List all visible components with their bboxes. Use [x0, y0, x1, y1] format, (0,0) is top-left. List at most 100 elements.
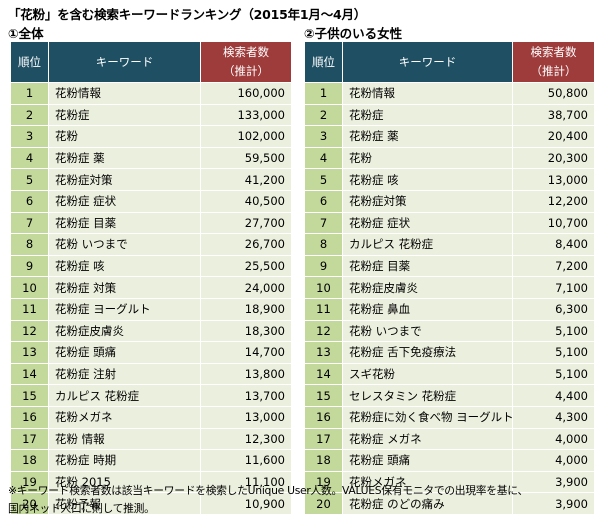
rank-cell: 15 — [304, 384, 343, 407]
table-row: 17 花粉症 メガネ 4,000 — [304, 427, 595, 451]
keyword-cell: 花粉症対策 — [342, 189, 513, 213]
count-cell: 41,200 — [200, 168, 292, 191]
ranking-table-mothers: 順位 キーワード 検索者数 （推計） 1 花粉情報 50,800 2 花粉症 38,700… — [304, 41, 595, 515]
count-cell: 8,400 — [512, 233, 595, 256]
count-cell: 133,000 — [200, 103, 292, 127]
rank-cell: 12 — [10, 319, 49, 343]
keyword-cell: 花粉症 ヨーグルト — [48, 297, 201, 321]
keyword-cell: 花粉 — [342, 146, 513, 170]
table-row: 12 花粉症皮膚炎 18,300 — [10, 319, 292, 343]
keyword-cell: 花粉メガネ — [48, 405, 201, 429]
table-row: 13 花粉症 頭痛 14,700 — [10, 341, 292, 364]
table-row: 5 花粉症対策 41,200 — [10, 168, 292, 191]
count-cell: 24,000 — [200, 276, 292, 299]
rank-cell: 1 — [10, 82, 49, 105]
keyword-cell: 花粉症 のどの痛み — [342, 492, 513, 515]
table-row: 11 花粉症 鼻血 6,300 — [304, 297, 595, 321]
rank-cell: 15 — [10, 384, 49, 407]
panel-title-overall: ①全体 — [8, 26, 44, 41]
count-cell: 5,100 — [512, 341, 595, 364]
keyword-cell: 花粉症 メガネ — [342, 427, 513, 451]
rank-cell: 4 — [304, 146, 343, 170]
count-cell: 13,000 — [200, 405, 292, 429]
keyword-cell: セレスタミン 花粉症 — [342, 384, 513, 407]
rank-cell: 16 — [10, 405, 49, 429]
rank-cell: 9 — [304, 254, 343, 278]
keyword-cell: 花粉症 症状 — [48, 189, 201, 213]
table-row: 20 花粉症 のどの痛み 3,900 — [304, 492, 595, 515]
table-row: 19 花粉 2015 11,100 — [10, 470, 292, 494]
count-cell: 7,100 — [512, 276, 595, 299]
keyword-cell: 花粉症 薬 — [342, 125, 513, 148]
count-cell: 40,500 — [200, 189, 292, 213]
rank-cell: 14 — [10, 362, 49, 386]
count-cell: 10,700 — [512, 211, 595, 235]
keyword-cell: 花粉症皮膚炎 — [342, 276, 513, 299]
table-row: 17 花粉 情報 12,300 — [10, 427, 292, 451]
count-cell: 13,700 — [200, 384, 292, 407]
keyword-cell: 花粉症 — [48, 103, 201, 127]
count-cell: 50,800 — [512, 82, 595, 105]
keyword-cell: 花粉 2015 — [48, 470, 201, 494]
table-row: 14 花粉症 注射 13,800 — [10, 362, 292, 386]
table-row: 10 花粉症皮膚炎 7,100 — [304, 276, 595, 299]
rank-cell: 5 — [304, 168, 343, 191]
table-row: 8 花粉 いつまで 26,700 — [10, 233, 292, 256]
count-cell: 27,700 — [200, 211, 292, 235]
keyword-cell: 花粉症 頭痛 — [342, 449, 513, 472]
rank-cell: 13 — [304, 341, 343, 364]
count-header: 検索者数 （推計） — [200, 41, 292, 83]
rank-cell: 2 — [304, 103, 343, 127]
keyword-cell: スギ花粉 — [342, 362, 513, 386]
count-cell: 12,300 — [200, 427, 292, 451]
keyword-header: キーワード — [48, 41, 201, 83]
table-row: 5 花粉症 咳 13,000 — [304, 168, 595, 191]
table-row: 6 花粉症対策 12,200 — [304, 189, 595, 213]
rank-header: 順位 — [10, 41, 49, 83]
keyword-cell: 花粉 いつまで — [342, 319, 513, 343]
rank-cell: 7 — [304, 211, 343, 235]
table-row: 7 花粉症 目薬 27,700 — [10, 211, 292, 235]
count-header-line1: 検索者数 — [223, 45, 269, 59]
rank-cell: 7 — [10, 211, 49, 235]
count-cell: 59,500 — [200, 146, 292, 170]
table-row: 16 花粉症に効く食べ物 ヨーグルト 4,300 — [304, 405, 595, 429]
keyword-cell: 花粉症 頭痛 — [48, 341, 201, 364]
table-row: 11 花粉症 ヨーグルト 18,900 — [10, 297, 292, 321]
rank-cell: 3 — [304, 125, 343, 148]
rank-cell: 6 — [10, 189, 49, 213]
table-row: 9 花粉症 咳 25,500 — [10, 254, 292, 278]
table-row: 18 花粉症 頭痛 4,000 — [304, 449, 595, 472]
rank-cell: 16 — [304, 405, 343, 429]
keyword-cell: 花粉情報 — [48, 82, 201, 105]
table-row: 7 花粉症 症状 10,700 — [304, 211, 595, 235]
rank-cell: 1 — [304, 82, 343, 105]
count-header-line2: （推計） — [530, 64, 577, 78]
footnote-line1: ※キーワード検索者数は該当キーワードを検索したUnique User人数。VAL… — [8, 484, 528, 497]
table-row: 20 花粉予報 10,900 — [10, 492, 292, 515]
keyword-cell: 花粉症 — [342, 103, 513, 127]
keyword-cell: 花粉症 咳 — [342, 168, 513, 191]
count-cell: 7,200 — [512, 254, 595, 278]
count-cell: 4,400 — [512, 384, 595, 407]
rank-cell: 18 — [10, 449, 49, 472]
table-row: 3 花粉 102,000 — [10, 125, 292, 148]
table-row: 9 花粉症 目薬 7,200 — [304, 254, 595, 278]
keyword-cell: 花粉情報 — [342, 82, 513, 105]
count-cell: 11,600 — [200, 449, 292, 472]
keyword-cell: 花粉症 目薬 — [48, 211, 201, 235]
page-title: 「花粉」を含む検索キーワードランキング（2015年1月～4月） — [8, 7, 367, 22]
keyword-header: キーワード — [342, 41, 513, 83]
table-row: 14 スギ花粉 5,100 — [304, 362, 595, 386]
keyword-cell: 花粉 いつまで — [48, 233, 201, 256]
panel-title-mothers: ②子供のいる女性 — [304, 26, 403, 41]
count-cell: 5,100 — [512, 362, 595, 386]
count-cell: 160,000 — [200, 82, 292, 105]
count-cell: 20,300 — [512, 146, 595, 170]
count-header: 検索者数 （推計） — [512, 41, 595, 83]
rank-cell: 11 — [10, 297, 49, 321]
keyword-cell: カルピス 花粉症 — [342, 233, 513, 256]
keyword-cell: 花粉症 鼻血 — [342, 297, 513, 321]
table-row: 4 花粉 20,300 — [304, 146, 595, 170]
table-row: 1 花粉情報 50,800 — [304, 82, 595, 105]
